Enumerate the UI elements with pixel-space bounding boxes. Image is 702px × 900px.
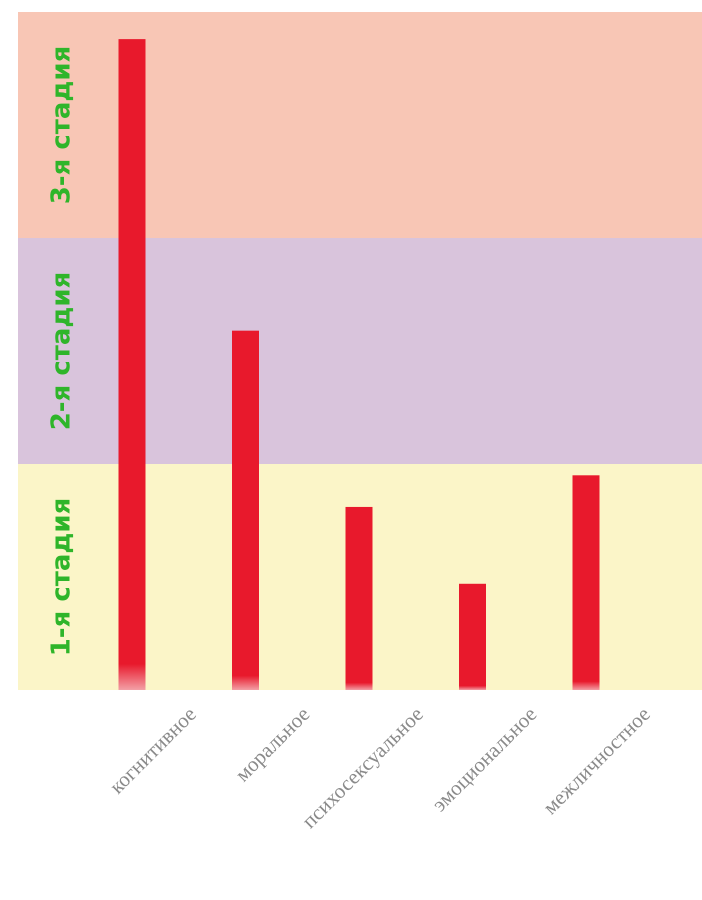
tick-label-1: когнитивное <box>105 702 201 798</box>
bars <box>118 39 600 691</box>
tick-label-2: моральное <box>230 702 314 786</box>
stage-band-label-1: 1-я стадия <box>47 498 77 657</box>
bar-1 <box>118 39 146 691</box>
stage-band-labels: 1-я стадия 2-я стадия 3-я стадия <box>47 46 77 657</box>
tick-label-5: межличностное <box>538 702 655 819</box>
bar-2 <box>232 330 259 690</box>
bar-4 <box>459 583 486 690</box>
stage-band-label-3: 3-я стадия <box>47 46 77 205</box>
tick-label-3: психосексуальное <box>297 702 428 833</box>
stage-band-label-2: 2-я стадия <box>47 272 77 431</box>
tick-label-4: эмоциональное <box>427 702 541 816</box>
bar-3 <box>345 506 373 690</box>
bar-5 <box>572 475 600 690</box>
